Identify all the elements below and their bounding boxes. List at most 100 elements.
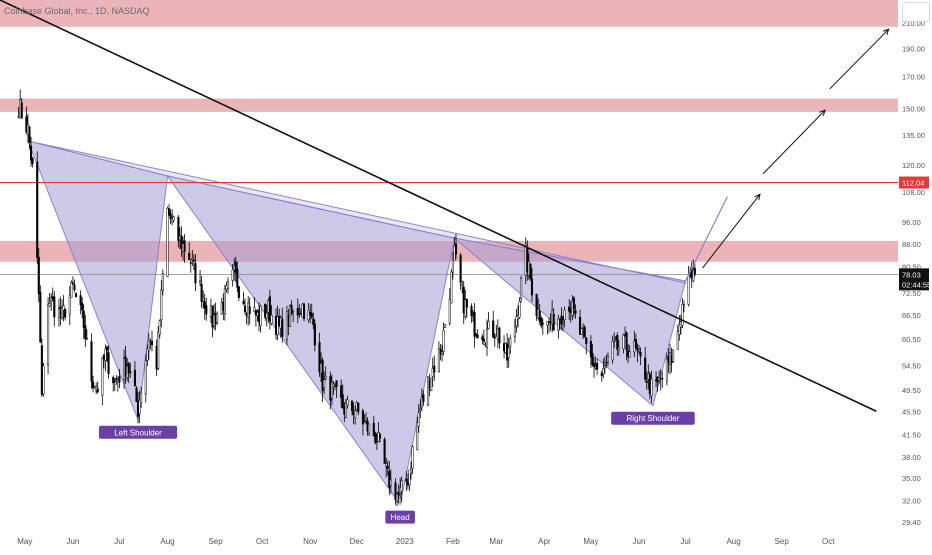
candle [622,333,625,354]
candle [96,381,99,394]
candle [188,242,191,260]
candle-body [394,482,397,501]
candle-body [248,306,251,314]
candle-body [226,281,230,289]
candle [461,280,464,294]
resistance-zone [0,98,898,112]
candle-body [520,278,523,299]
candle [530,267,534,302]
candle [53,291,56,327]
price-axis[interactable]: 210.00 190.00 170.00 150.00 135.00 120.00 108.… [898,0,932,550]
candle [265,304,268,327]
candle-body [357,402,360,413]
candle [84,314,87,348]
candle-body [409,467,413,475]
candle [340,379,343,408]
candle-body [341,394,344,409]
candle-body [60,307,64,319]
chart-settings-button[interactable] [902,2,930,22]
time-axis[interactable]: May Jun Jul Aug Sep Oct Nov Dec 2023 Feb Mar Apr May… [0,532,932,550]
candle [135,385,138,402]
candle [644,346,647,382]
time-tick-label: Jun [66,537,79,546]
candle [158,319,161,339]
candle-body [71,282,74,284]
candle-body [645,380,648,383]
price-tick-label: 38.00 [902,453,921,462]
candle-body [62,305,65,311]
candle-body [672,349,675,362]
candle [62,295,65,322]
countdown-text: 02:44:55 [902,280,931,289]
candle [237,285,240,301]
candle-body [64,308,67,318]
candle-body [31,157,34,164]
candle-body [28,126,31,143]
candle [541,318,544,335]
candle [192,254,195,270]
candle-body [493,337,496,339]
candle-body [448,298,451,324]
time-tick-label: Jun [633,537,646,546]
candle-body [405,478,408,482]
candle-body [166,208,169,277]
candle [189,259,192,273]
candle [180,226,183,257]
candle [515,308,518,333]
time-tick-label: May [17,537,32,546]
candle [361,408,364,436]
candle-layer [17,89,696,507]
descending-trendline [0,0,877,412]
candle-body [84,325,87,340]
candle [127,361,130,384]
candle-body [395,493,399,502]
candle [383,437,386,464]
candle-body [169,213,172,220]
candle [50,293,53,312]
candle-body [420,397,423,408]
candle [73,279,76,293]
candle [596,358,599,376]
candle [417,404,420,433]
candle [290,300,293,316]
candle [101,357,104,406]
candle [625,331,628,361]
time-tick-label: Oct [822,537,835,546]
candle [92,375,95,393]
candle-body [140,392,143,403]
candle [487,312,490,330]
candle-body [113,380,116,382]
candle [20,98,23,119]
candle [411,445,414,474]
candle [168,204,171,216]
left-shoulder-label-text: Left Shoulder [114,428,162,437]
candle [118,368,121,388]
candle [147,332,150,360]
candle-body [346,399,349,406]
candle-body [518,301,521,318]
candle [574,304,577,319]
candle-body [82,310,85,328]
candle [64,308,67,321]
candle-body [430,377,433,391]
candle-body [231,269,234,281]
candle-body [617,347,620,351]
candle [481,334,484,345]
candle-body [546,321,549,326]
candle-body [268,296,271,322]
candle-body [192,259,195,262]
drawing-layer [0,0,890,412]
candle-body [454,243,458,255]
candle [166,206,169,277]
candle-body [172,216,175,221]
candle [560,307,563,331]
candle [310,303,313,320]
candle-body [127,363,130,374]
candle [518,297,521,320]
candle [634,333,637,349]
candle [535,293,538,321]
candle [161,269,164,296]
candle [628,345,631,358]
